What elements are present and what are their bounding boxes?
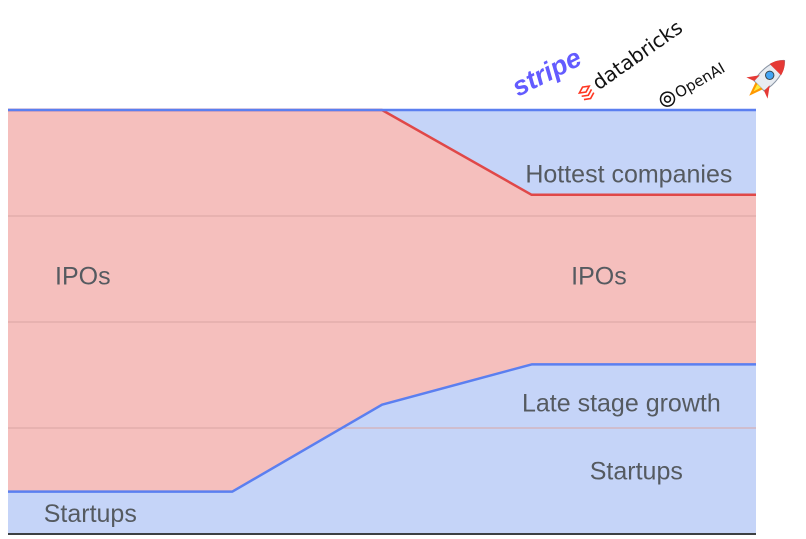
databricks-icon: [577, 85, 595, 101]
area-labels: Startups IPOs IPOs Late stage growth Startup…: [44, 161, 733, 528]
ipos-area: [8, 110, 756, 492]
openai-logo: OpenAI: [659, 59, 728, 107]
startups-label: Startups: [590, 457, 683, 485]
openai-wordmark: OpenAI: [672, 59, 728, 102]
ipos-label: IPOs: [55, 262, 111, 290]
databricks-wordmark: databricks: [588, 15, 687, 95]
logo-strip: stripe databricks OpenAI: [507, 15, 786, 107]
stripe-logo: stripe: [507, 42, 586, 102]
openai-icon: [659, 91, 676, 107]
hottest-companies-area: [8, 110, 756, 195]
startups-boundary-line: [8, 363, 756, 493]
plot-area: [8, 108, 756, 535]
ipos-label: IPOs: [571, 262, 627, 290]
hottest-companies-label: Hottest companies: [525, 161, 732, 189]
startups-label: Startups: [44, 500, 137, 528]
late-stage-growth-label: Late stage growth: [522, 390, 721, 418]
rocket-icon: [746, 59, 786, 99]
databricks-logo: databricks: [577, 15, 687, 101]
